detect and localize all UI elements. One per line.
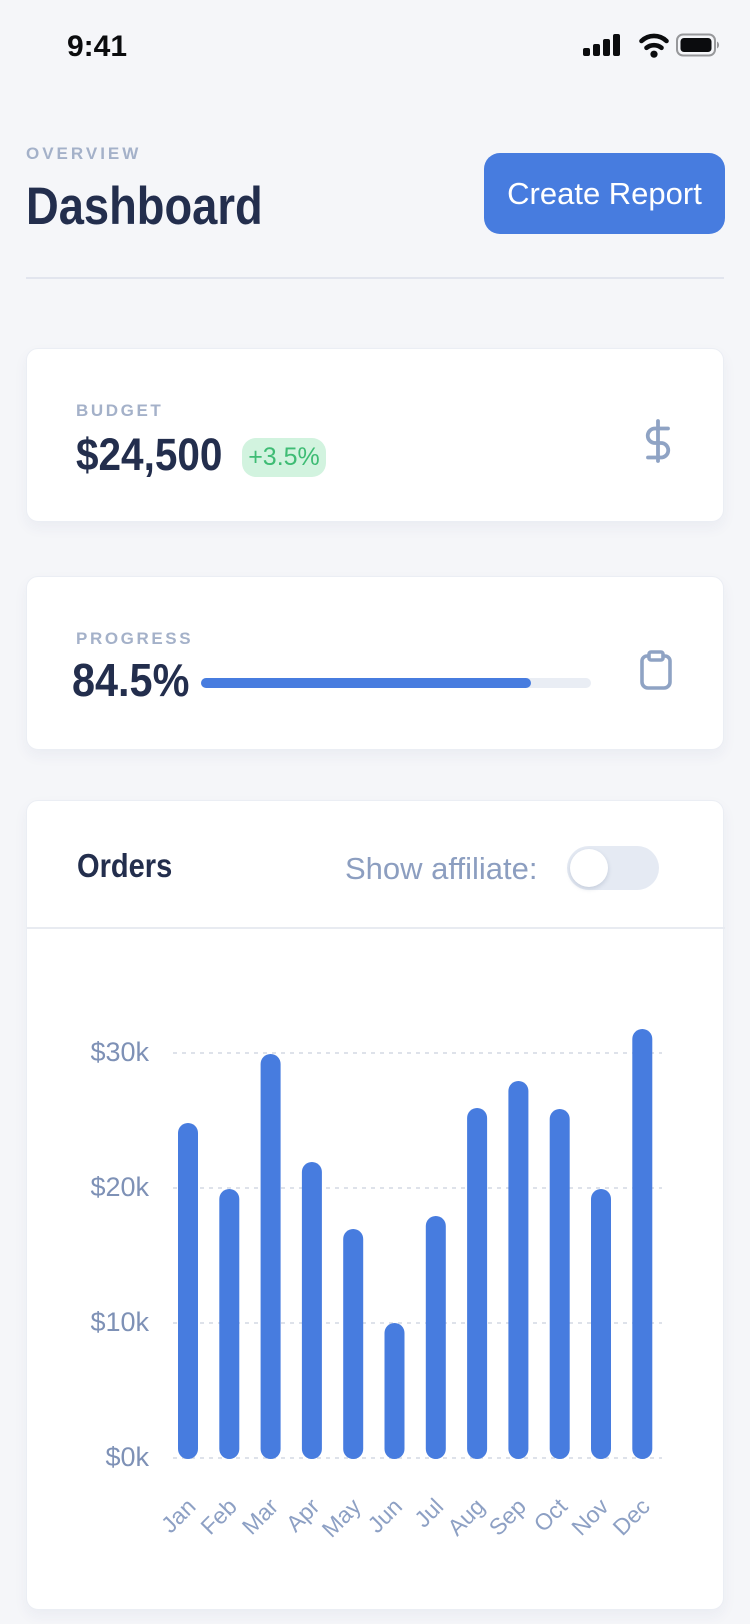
- svg-text:Jan: Jan: [156, 1493, 201, 1538]
- svg-text:Jun: Jun: [362, 1493, 407, 1538]
- svg-text:Mar: Mar: [237, 1493, 284, 1540]
- svg-text:$20k: $20k: [90, 1172, 149, 1202]
- svg-text:Nov: Nov: [566, 1493, 614, 1541]
- svg-text:$10k: $10k: [90, 1307, 149, 1337]
- svg-text:Oct: Oct: [529, 1493, 573, 1537]
- svg-text:Dec: Dec: [608, 1493, 655, 1540]
- svg-text:Jul: Jul: [409, 1493, 448, 1532]
- svg-text:Aug: Aug: [442, 1493, 489, 1540]
- svg-text:May: May: [317, 1493, 366, 1542]
- svg-text:Sep: Sep: [484, 1493, 531, 1540]
- svg-text:$30k: $30k: [90, 1037, 149, 1067]
- svg-text:Feb: Feb: [195, 1493, 241, 1539]
- svg-text:$0k: $0k: [105, 1442, 149, 1472]
- svg-text:Apr: Apr: [281, 1493, 325, 1537]
